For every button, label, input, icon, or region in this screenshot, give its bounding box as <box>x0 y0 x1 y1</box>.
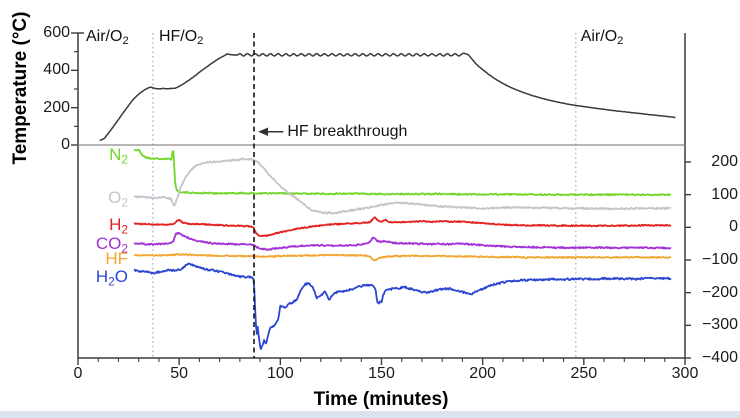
series-n2 <box>133 148 672 197</box>
data-series <box>99 52 676 350</box>
annotation-arrow <box>258 127 284 136</box>
series-o2 <box>133 157 672 215</box>
bottom-decorative-band <box>0 411 740 418</box>
series-co2 <box>133 231 672 251</box>
annotation-arrow-head <box>258 127 269 136</box>
series-h2 <box>133 216 672 237</box>
region-boundary-lines <box>152 33 577 358</box>
series-h2o <box>133 262 672 350</box>
axis-ticks <box>71 32 691 365</box>
series-temperature <box>99 52 676 142</box>
series-hf <box>133 253 672 262</box>
